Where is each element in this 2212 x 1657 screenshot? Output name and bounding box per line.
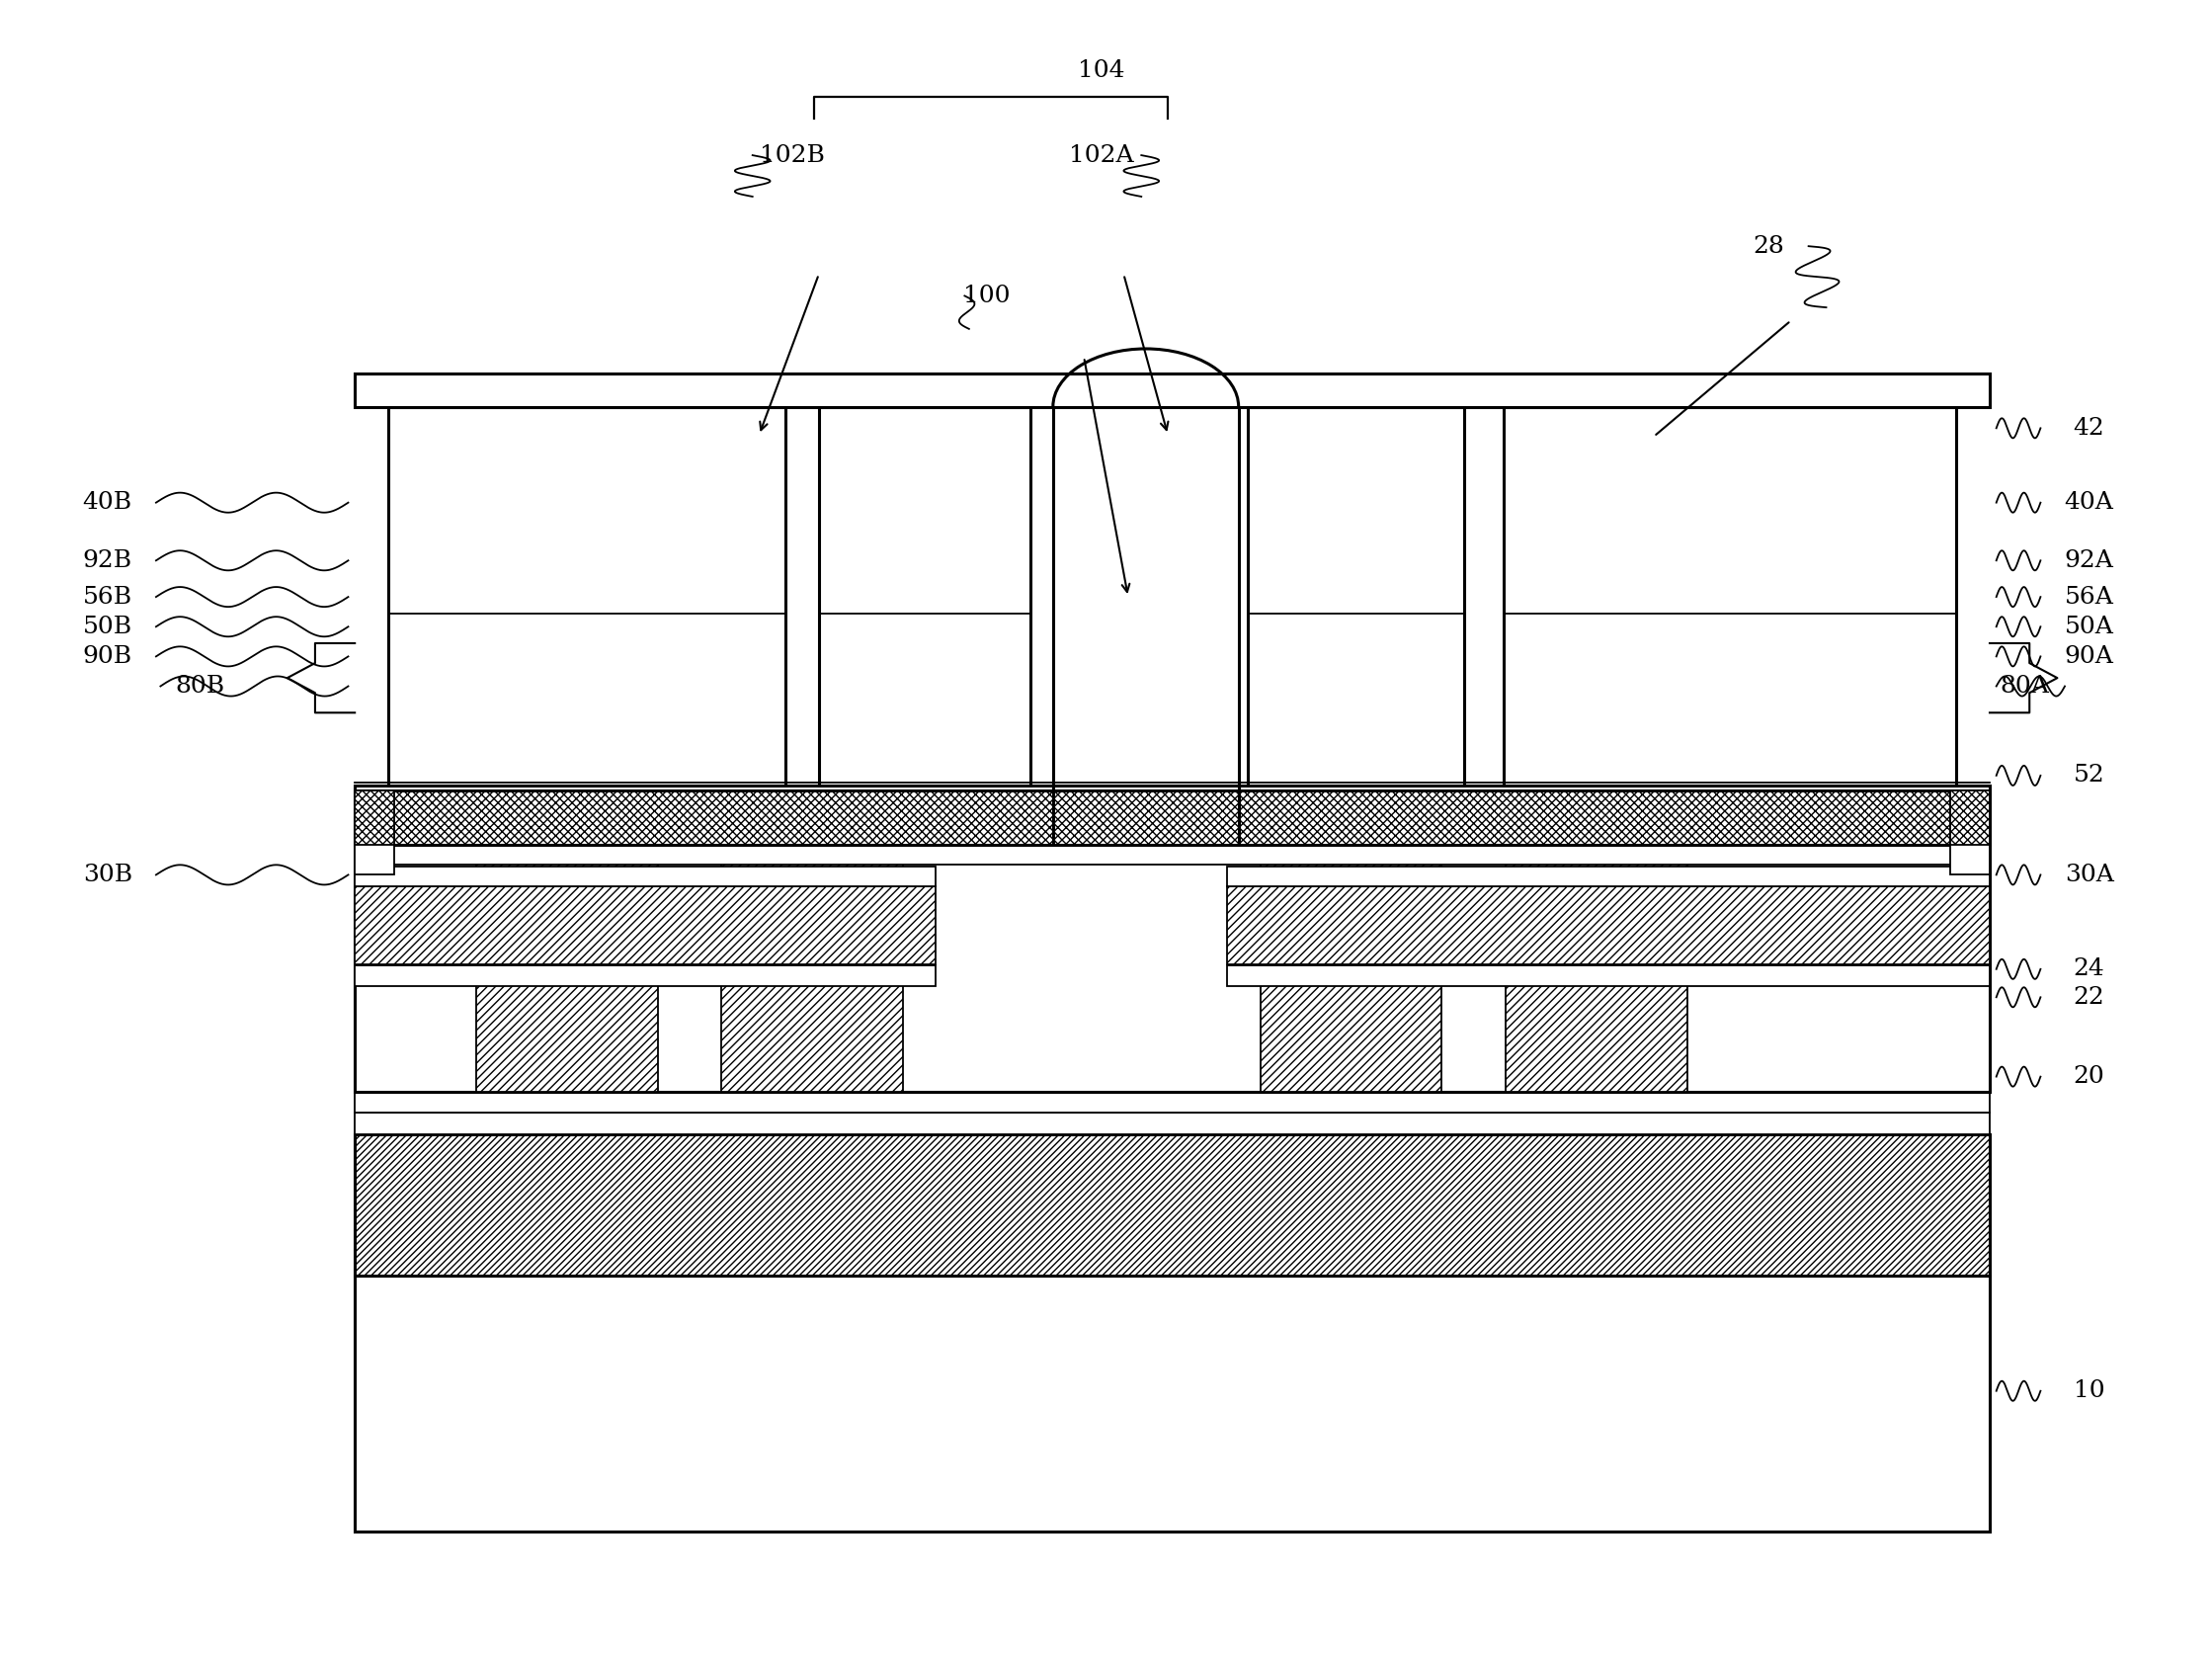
Text: 104: 104 <box>1077 60 1126 83</box>
Bar <box>1228 886 1991 964</box>
Text: 24: 24 <box>2073 958 2106 981</box>
Text: 10: 10 <box>2073 1380 2106 1402</box>
Bar <box>476 862 657 1092</box>
Bar <box>721 862 902 1092</box>
Bar <box>1951 790 1991 875</box>
Bar <box>354 1276 1991 1531</box>
Bar <box>818 406 1031 785</box>
Bar <box>1504 406 1958 785</box>
Text: 80B: 80B <box>175 674 226 698</box>
Text: 56B: 56B <box>82 585 133 608</box>
Bar <box>1261 862 1442 1092</box>
Text: 40A: 40A <box>2064 490 2115 514</box>
Text: 30B: 30B <box>82 863 133 886</box>
Text: 102B: 102B <box>759 144 825 167</box>
Text: 42: 42 <box>2073 418 2106 439</box>
Bar <box>354 966 936 986</box>
Text: 102A: 102A <box>1068 144 1135 167</box>
Bar <box>1951 790 1991 845</box>
Text: 20: 20 <box>2073 1065 2106 1089</box>
Text: 52: 52 <box>2073 764 2106 787</box>
Bar <box>354 845 1991 865</box>
Text: 40B: 40B <box>82 490 133 514</box>
Text: 100: 100 <box>962 285 1011 307</box>
Bar <box>354 1135 1991 1276</box>
Text: 80A: 80A <box>2000 674 2051 698</box>
Bar <box>1228 867 1991 886</box>
Bar <box>1228 966 1991 986</box>
Text: 56A: 56A <box>2064 585 2115 608</box>
Bar <box>354 790 1991 845</box>
Bar <box>354 867 936 886</box>
Bar <box>354 373 1991 406</box>
Bar <box>354 785 1991 1092</box>
Bar <box>1248 406 1464 785</box>
Bar <box>354 1114 1991 1135</box>
Text: 90B: 90B <box>82 645 133 668</box>
Bar <box>354 790 394 845</box>
Bar <box>354 886 936 964</box>
Text: 92A: 92A <box>2064 548 2115 572</box>
Text: 22: 22 <box>2073 986 2106 1009</box>
Text: 30A: 30A <box>2064 863 2115 886</box>
Bar <box>354 1092 1991 1114</box>
Bar <box>387 406 785 785</box>
Bar <box>1506 862 1688 1092</box>
Text: 50B: 50B <box>82 615 133 638</box>
Text: 50A: 50A <box>2064 615 2115 638</box>
Text: 92B: 92B <box>82 548 133 572</box>
Text: 28: 28 <box>1754 235 1785 257</box>
Text: 90A: 90A <box>2064 645 2115 668</box>
Bar <box>354 790 394 875</box>
